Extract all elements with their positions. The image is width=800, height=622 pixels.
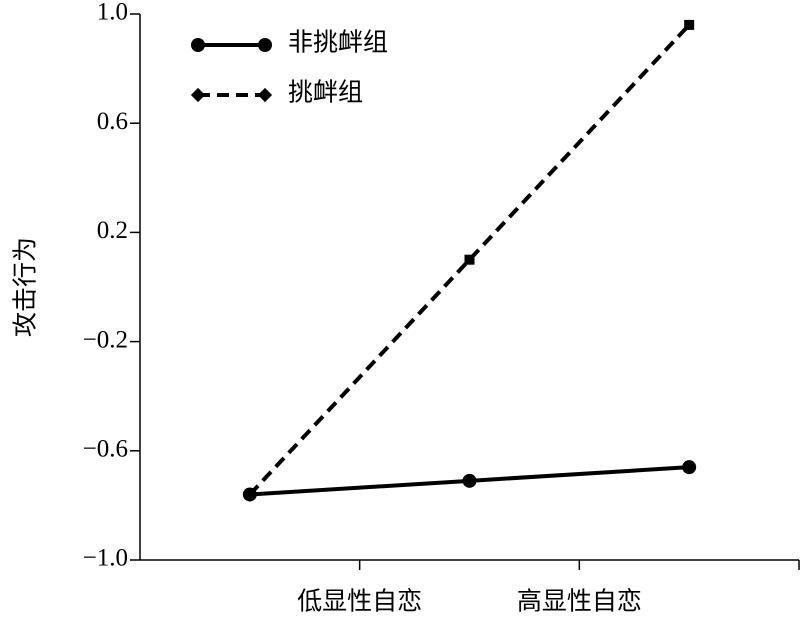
- y-tick-label: −0.2: [83, 326, 128, 353]
- point: [462, 473, 477, 488]
- point: [684, 19, 695, 30]
- y-axis-label: 攻击行为: [12, 237, 40, 337]
- y-tick-label: −1.0: [83, 545, 128, 572]
- point: [244, 489, 255, 500]
- legend-marker: [258, 38, 272, 52]
- y-tick-label: −0.6: [83, 436, 128, 463]
- y-tick-label: 0.6: [97, 108, 128, 135]
- series-line: [248, 23, 691, 496]
- point: [464, 254, 475, 265]
- y-tick-label: 1.0: [97, 0, 128, 26]
- legend-marker: [191, 38, 205, 52]
- x-tick-label: 高显性自恋: [517, 588, 642, 616]
- point: [682, 460, 697, 475]
- legend-marker: [257, 87, 273, 103]
- legend-label: 非挑衅组: [288, 29, 388, 57]
- legend-label: 挑衅组: [288, 79, 363, 107]
- y-tick-label: 0.2: [97, 217, 128, 244]
- x-tick-label: 低显性自恋: [297, 588, 422, 616]
- legend-marker: [190, 87, 206, 103]
